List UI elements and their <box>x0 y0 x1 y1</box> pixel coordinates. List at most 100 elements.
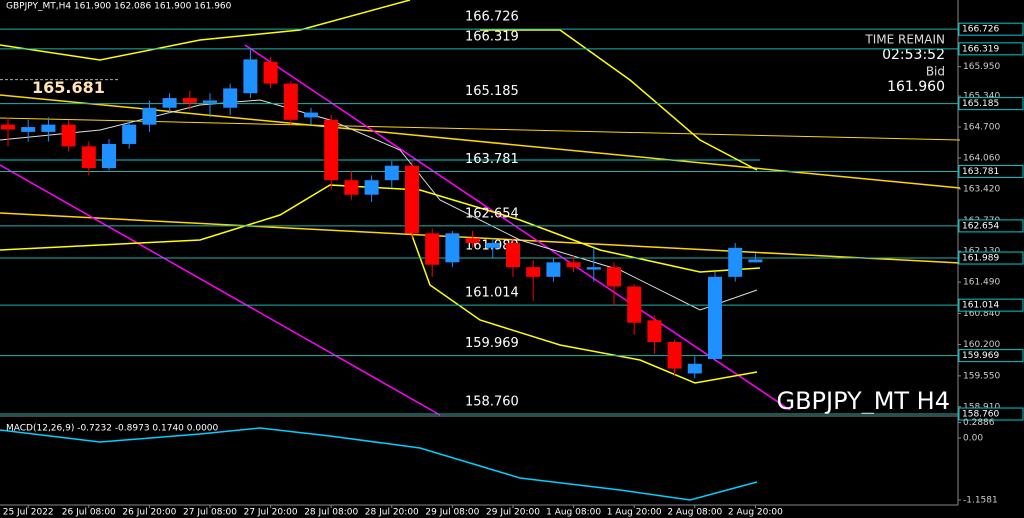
time-remain: 02:53:52 <box>882 47 945 63</box>
x-tick-label: 29 Jul 20:00 <box>486 508 540 518</box>
bollinger-mid2 <box>480 29 758 171</box>
level-label: 166.319 <box>465 29 519 44</box>
candle-body <box>506 243 520 268</box>
candle-body <box>647 320 662 343</box>
channel-line <box>0 164 441 416</box>
candle-body <box>81 146 96 169</box>
candle-body <box>526 267 541 277</box>
x-tick-label: 2 Aug 20:00 <box>728 508 783 518</box>
y-tick-label: 161.490 <box>963 278 1000 288</box>
header-title: GBPJPY_MT,H4 161.900 162.086 161.900 161… <box>6 2 232 12</box>
x-tick-label: 28 Jul 20:00 <box>365 508 419 518</box>
candle-body <box>546 262 561 277</box>
candle-body <box>142 107 157 125</box>
candle-body <box>283 83 298 120</box>
candle-body <box>182 98 197 103</box>
candle-body <box>21 127 36 132</box>
level-label: 162.654 <box>465 206 519 221</box>
candle-body <box>263 61 278 84</box>
candle-body <box>586 267 601 270</box>
candle-body <box>122 124 137 144</box>
candle-body <box>223 88 238 108</box>
level-tag-label: 159.969 <box>962 351 999 361</box>
candle-body <box>61 124 76 147</box>
level-tag-label: 163.781 <box>962 167 999 177</box>
level-tag <box>958 298 1024 312</box>
level-label: 159.969 <box>465 336 519 351</box>
trendline <box>0 117 961 141</box>
macd-title: MACD(12,26,9) -0.7232 -0.8973 0.1740 0.0… <box>6 424 219 434</box>
y-tick-label: 164.060 <box>963 153 1000 163</box>
level-label: 166.726 <box>465 10 519 25</box>
bollinger-upper <box>0 0 411 61</box>
y-tick-label: 160.840 <box>963 309 1000 319</box>
macd-tick-label: 0.2886 <box>963 418 995 428</box>
ma-fast <box>0 99 758 311</box>
candle-body <box>102 143 116 169</box>
candle-body <box>384 165 399 181</box>
level-tag <box>958 42 1024 56</box>
x-tick-label: 27 Jul 20:00 <box>244 508 298 518</box>
level-label: 158.760 <box>465 395 519 410</box>
x-tick-label: 1 Aug 20:00 <box>607 508 662 518</box>
candle-body <box>445 233 460 263</box>
candle-body <box>728 247 743 277</box>
channel-line <box>244 44 791 411</box>
candle-body <box>203 100 217 103</box>
level-tag <box>958 22 1024 36</box>
bid-price: 161.960 <box>887 79 945 95</box>
bollinger-lower <box>409 229 758 384</box>
candle-body <box>41 124 56 132</box>
candle-body <box>344 180 359 195</box>
time-label: TIME REMAIN <box>864 33 945 47</box>
candle-body <box>425 233 440 265</box>
candle-body <box>1 124 15 130</box>
x-tick-label: 26 Jul 20:00 <box>122 508 176 518</box>
candle-body <box>667 342 682 369</box>
x-tick-label: 1 Aug 08:00 <box>546 508 601 518</box>
level-label: 163.781 <box>465 152 519 167</box>
macd-tick-label: 0.00 <box>963 434 983 444</box>
candle-body <box>748 259 763 263</box>
macd-line <box>0 427 758 501</box>
annotation-label: 165.681 <box>32 78 105 97</box>
level-tag <box>958 164 1024 178</box>
x-tick-label: 28 Jul 08:00 <box>304 508 358 518</box>
level-tag-label: 161.989 <box>962 254 999 264</box>
level-tag <box>958 219 1024 233</box>
candle-body <box>304 112 318 118</box>
y-tick-label: 159.550 <box>963 371 1000 381</box>
y-tick-label: 158.910 <box>963 402 1000 412</box>
trendline <box>0 212 961 264</box>
level-tag-label: 165.185 <box>962 99 999 109</box>
trendline <box>0 94 961 189</box>
x-tick-label: 2 Aug 08:00 <box>667 508 722 518</box>
candle-body <box>627 286 642 323</box>
candle-body <box>243 59 258 94</box>
candle-body <box>465 238 480 244</box>
level-tag <box>958 349 1024 363</box>
y-tick-label: 165.950 <box>963 62 1000 72</box>
bid-label: Bid <box>926 65 945 79</box>
candle-body <box>162 98 177 108</box>
level-tag <box>958 251 1024 265</box>
watermark: GBPJPY_MT H4 <box>776 387 950 415</box>
candle-body <box>708 276 722 359</box>
candle-body <box>566 262 581 268</box>
level-tag-label: 162.654 <box>962 221 999 231</box>
candle-body <box>364 180 379 195</box>
level-tag-label: 158.760 <box>962 410 999 420</box>
level-tag <box>958 97 1024 111</box>
macd-tick-label: -1.1581 <box>963 495 998 505</box>
level-tag <box>958 407 1024 421</box>
x-tick-label: 25 Jul 2022 <box>3 508 54 518</box>
level-label: 165.185 <box>465 84 519 99</box>
level-tag-label: 161.014 <box>962 301 999 311</box>
candle-body <box>324 119 339 181</box>
level-label: 161.014 <box>465 286 519 301</box>
y-tick-label: 163.420 <box>963 184 1000 194</box>
x-tick-label: 26 Jul 08:00 <box>62 508 116 518</box>
y-tick-label: 160.200 <box>963 340 1000 350</box>
candle-body <box>485 243 500 248</box>
